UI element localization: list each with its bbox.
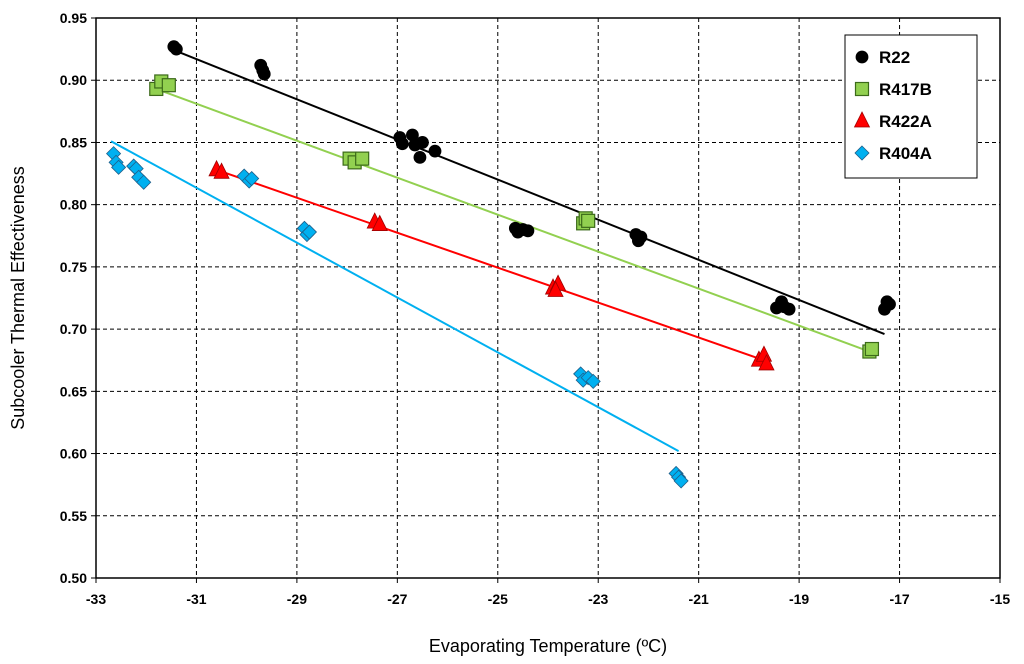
x-tick-label: -19: [789, 591, 809, 607]
y-tick-label: 0.55: [60, 508, 87, 524]
x-tick-label: -21: [689, 591, 709, 607]
y-tick-label: 0.90: [60, 72, 87, 88]
point-r417b: [581, 213, 596, 228]
y-axis-ticks: 0.50 0.55 0.60 0.65 0.70 0.75 0.80 0.85 0.90 0.95: [60, 10, 96, 586]
point-r22: [428, 144, 442, 158]
point-r22: [883, 297, 896, 311]
point-r404a: [301, 224, 318, 240]
point-r417b: [864, 341, 880, 357]
y-tick-label: 0.60: [60, 446, 87, 462]
point-r22: [413, 150, 427, 164]
y-tick-label: 0.80: [60, 197, 87, 213]
trendline-r417b: [155, 87, 870, 353]
point-r417b: [161, 78, 176, 93]
y-tick-label: 0.85: [60, 134, 87, 150]
point-r22: [257, 67, 271, 81]
x-tick-label: -27: [387, 591, 407, 607]
y-tick-label: 0.70: [60, 321, 87, 337]
x-tick-label: -31: [186, 591, 206, 607]
series-r422a: [208, 159, 775, 371]
trendline-r404a: [110, 140, 680, 452]
point-r22: [395, 137, 409, 151]
y-tick-label: 0.75: [60, 259, 87, 275]
point-r422a: [371, 214, 388, 231]
legend-label-r417b: R417B: [879, 80, 932, 99]
x-tick-label: -33: [86, 591, 106, 607]
series-r22: [167, 40, 896, 316]
point-r422a: [547, 280, 564, 297]
x-tick-label: -25: [488, 591, 508, 607]
legend-marker-r22: [855, 50, 869, 64]
y-tick-label: 0.50: [60, 570, 87, 586]
point-r422a: [213, 162, 230, 179]
legend: R22 R417B R422A R404A: [844, 34, 978, 179]
point-r22: [169, 42, 183, 56]
point-r404a: [585, 373, 601, 389]
point-r404a: [244, 170, 260, 187]
legend-label-r22: R22: [879, 48, 910, 67]
point-r22: [634, 230, 648, 244]
x-axis-ticks: -33 -31 -29 -27 -25 -23 -21 -19 -17 -15: [86, 578, 1010, 607]
y-tick-label: 0.65: [60, 383, 87, 399]
point-r22: [521, 224, 535, 238]
point-r417b: [355, 151, 370, 166]
x-axis-title: Evaporating Temperature (ºC): [429, 636, 667, 656]
point-r22: [416, 136, 429, 149]
plot-area-frame: [95, 17, 1001, 579]
trendlines: [110, 48, 885, 452]
legend-label-r422a: R422A: [879, 112, 932, 131]
legend-marker-r422a: [853, 111, 871, 128]
legend-marker-r417b: [854, 81, 870, 97]
trendline-r22: [170, 48, 885, 336]
x-tick-label: -17: [889, 591, 909, 607]
point-r404a: [673, 473, 689, 489]
point-r404a: [136, 174, 152, 190]
x-tick-label: -29: [287, 591, 307, 607]
legend-marker-r404a: [854, 145, 870, 161]
legend-label-r404a: R404A: [879, 144, 932, 163]
y-tick-label: 0.95: [60, 10, 87, 26]
point-r404a: [111, 159, 127, 175]
y-axis-title: Subcooler Thermal Effectiveness: [8, 166, 28, 429]
series-r417b: [149, 74, 880, 359]
trendline-r422a: [216, 168, 765, 362]
point-r22: [782, 302, 796, 316]
x-tick-label: -23: [588, 591, 608, 607]
x-tick-label: -15: [990, 591, 1010, 607]
series-r404a: [106, 146, 689, 489]
point-r422a: [758, 354, 775, 371]
data-points: [106, 40, 896, 489]
